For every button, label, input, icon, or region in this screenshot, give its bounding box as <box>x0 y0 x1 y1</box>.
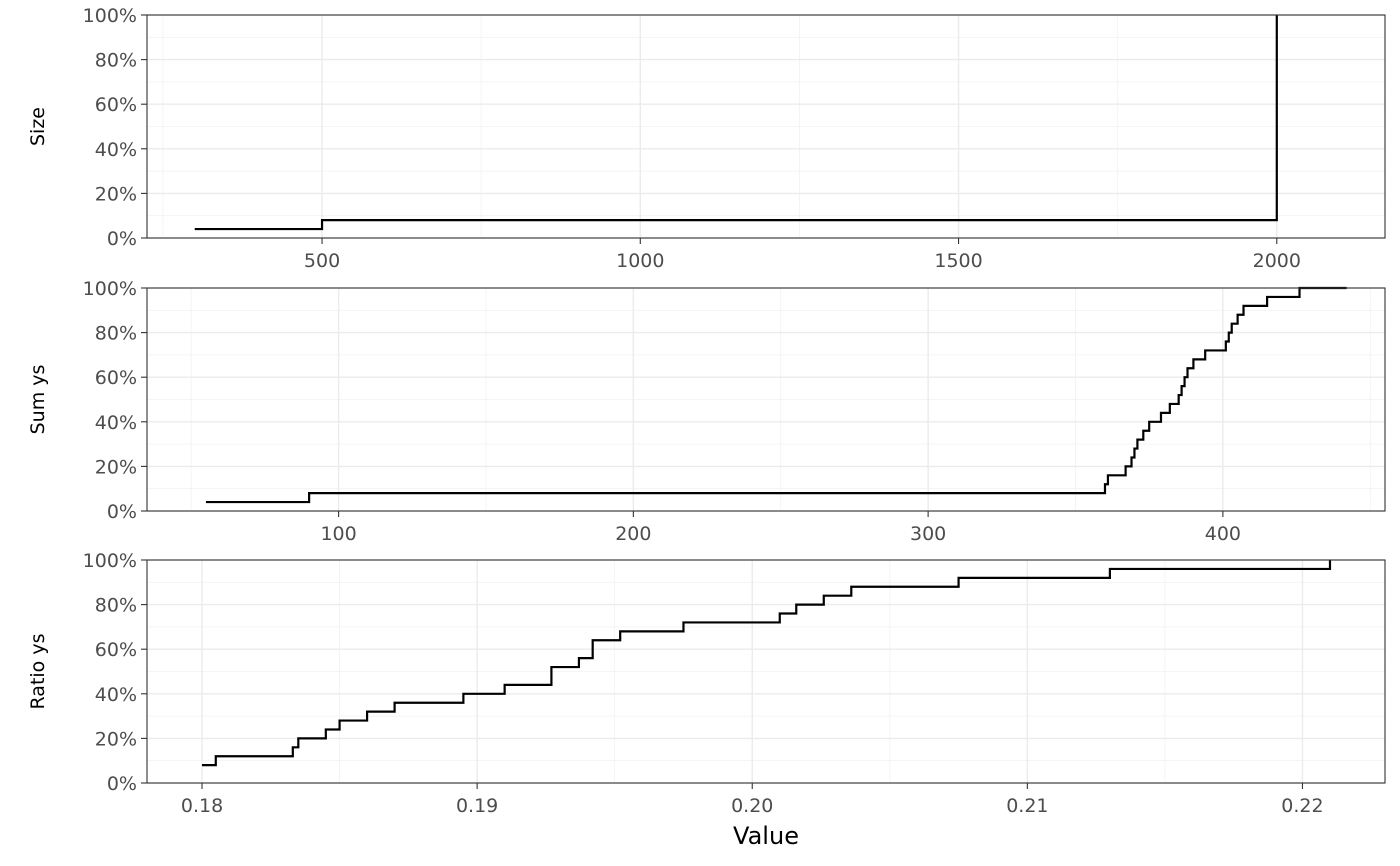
sum-ys-y-axis-title: Sum ys <box>27 365 49 435</box>
sum-ys-panel-border <box>146 287 1386 512</box>
ratio-ys-y-tick-label: 0% <box>107 773 137 795</box>
ratio-ys-x-tick-label: 0.20 <box>731 795 773 817</box>
ratio-ys-x-tick-label: 0.21 <box>1006 795 1048 817</box>
sum-ys-x-tick-label: 300 <box>910 523 946 545</box>
ratio-ys-y-tick-label: 40% <box>95 684 137 706</box>
x-axis-title: Value <box>733 822 799 850</box>
ratio-ys-y-tick-label: 60% <box>95 639 137 661</box>
sum-ys-y-tick-label: 0% <box>107 501 137 523</box>
sum-ys-ecdf-line <box>205 286 1347 504</box>
size-ecdf-line <box>194 15 1278 231</box>
ratio-ys-y-tick-label: 80% <box>95 595 137 617</box>
size-x-tick-label: 500 <box>304 250 340 272</box>
sum-ys-y-tick-label: 20% <box>95 456 137 478</box>
ratio-ys-y-tick-label: 20% <box>95 728 137 750</box>
ratio-ys-x-tick-label: 0.18 <box>181 795 223 817</box>
size-y-tick-label: 60% <box>95 94 137 116</box>
ratio-ys-panel: 0% 20% 40% 60% 80% 100% 0.18 0.19 0.20 0.21 0.22 Ra… <box>27 550 1386 817</box>
ratio-ys-y-tick-label: 100% <box>83 550 137 572</box>
size-x-tick-label: 1000 <box>616 250 664 272</box>
size-x-tick-label: 2000 <box>1253 250 1301 272</box>
size-panel: 0% 20% 40% 60% 80% 100% 500 1000 1500 2000 Size <box>27 5 1386 272</box>
size-x-tick-label: 1500 <box>934 250 982 272</box>
size-y-tick-label: 100% <box>83 5 137 27</box>
size-panel-border <box>146 14 1386 239</box>
sum-ys-y-tick-label: 40% <box>95 412 137 434</box>
sum-ys-x-tick-label: 400 <box>1205 523 1241 545</box>
ratio-ys-panel-border <box>146 559 1386 784</box>
ratio-ys-ecdf-line <box>202 560 1332 767</box>
sum-ys-panel: 0% 20% 40% 60% 80% 100% 100 200 300 400 Sum ys <box>27 278 1386 545</box>
size-y-tick-label: 20% <box>95 183 137 205</box>
ratio-ys-x-tick-label: 0.22 <box>1281 795 1323 817</box>
sum-ys-x-tick-label: 100 <box>320 523 356 545</box>
size-y-tick-label: 40% <box>95 139 137 161</box>
ratio-ys-y-axis-title: Ratio ys <box>27 634 49 710</box>
size-y-axis-title: Size <box>27 107 49 146</box>
sum-ys-y-tick-label: 100% <box>83 278 137 300</box>
ratio-ys-x-tick-label: 0.19 <box>456 795 498 817</box>
size-y-tick-label: 80% <box>95 50 137 72</box>
sum-ys-y-tick-label: 60% <box>95 367 137 389</box>
sum-ys-y-tick-label: 80% <box>95 323 137 345</box>
size-y-tick-label: 0% <box>107 228 137 250</box>
sum-ys-x-tick-label: 200 <box>615 523 651 545</box>
